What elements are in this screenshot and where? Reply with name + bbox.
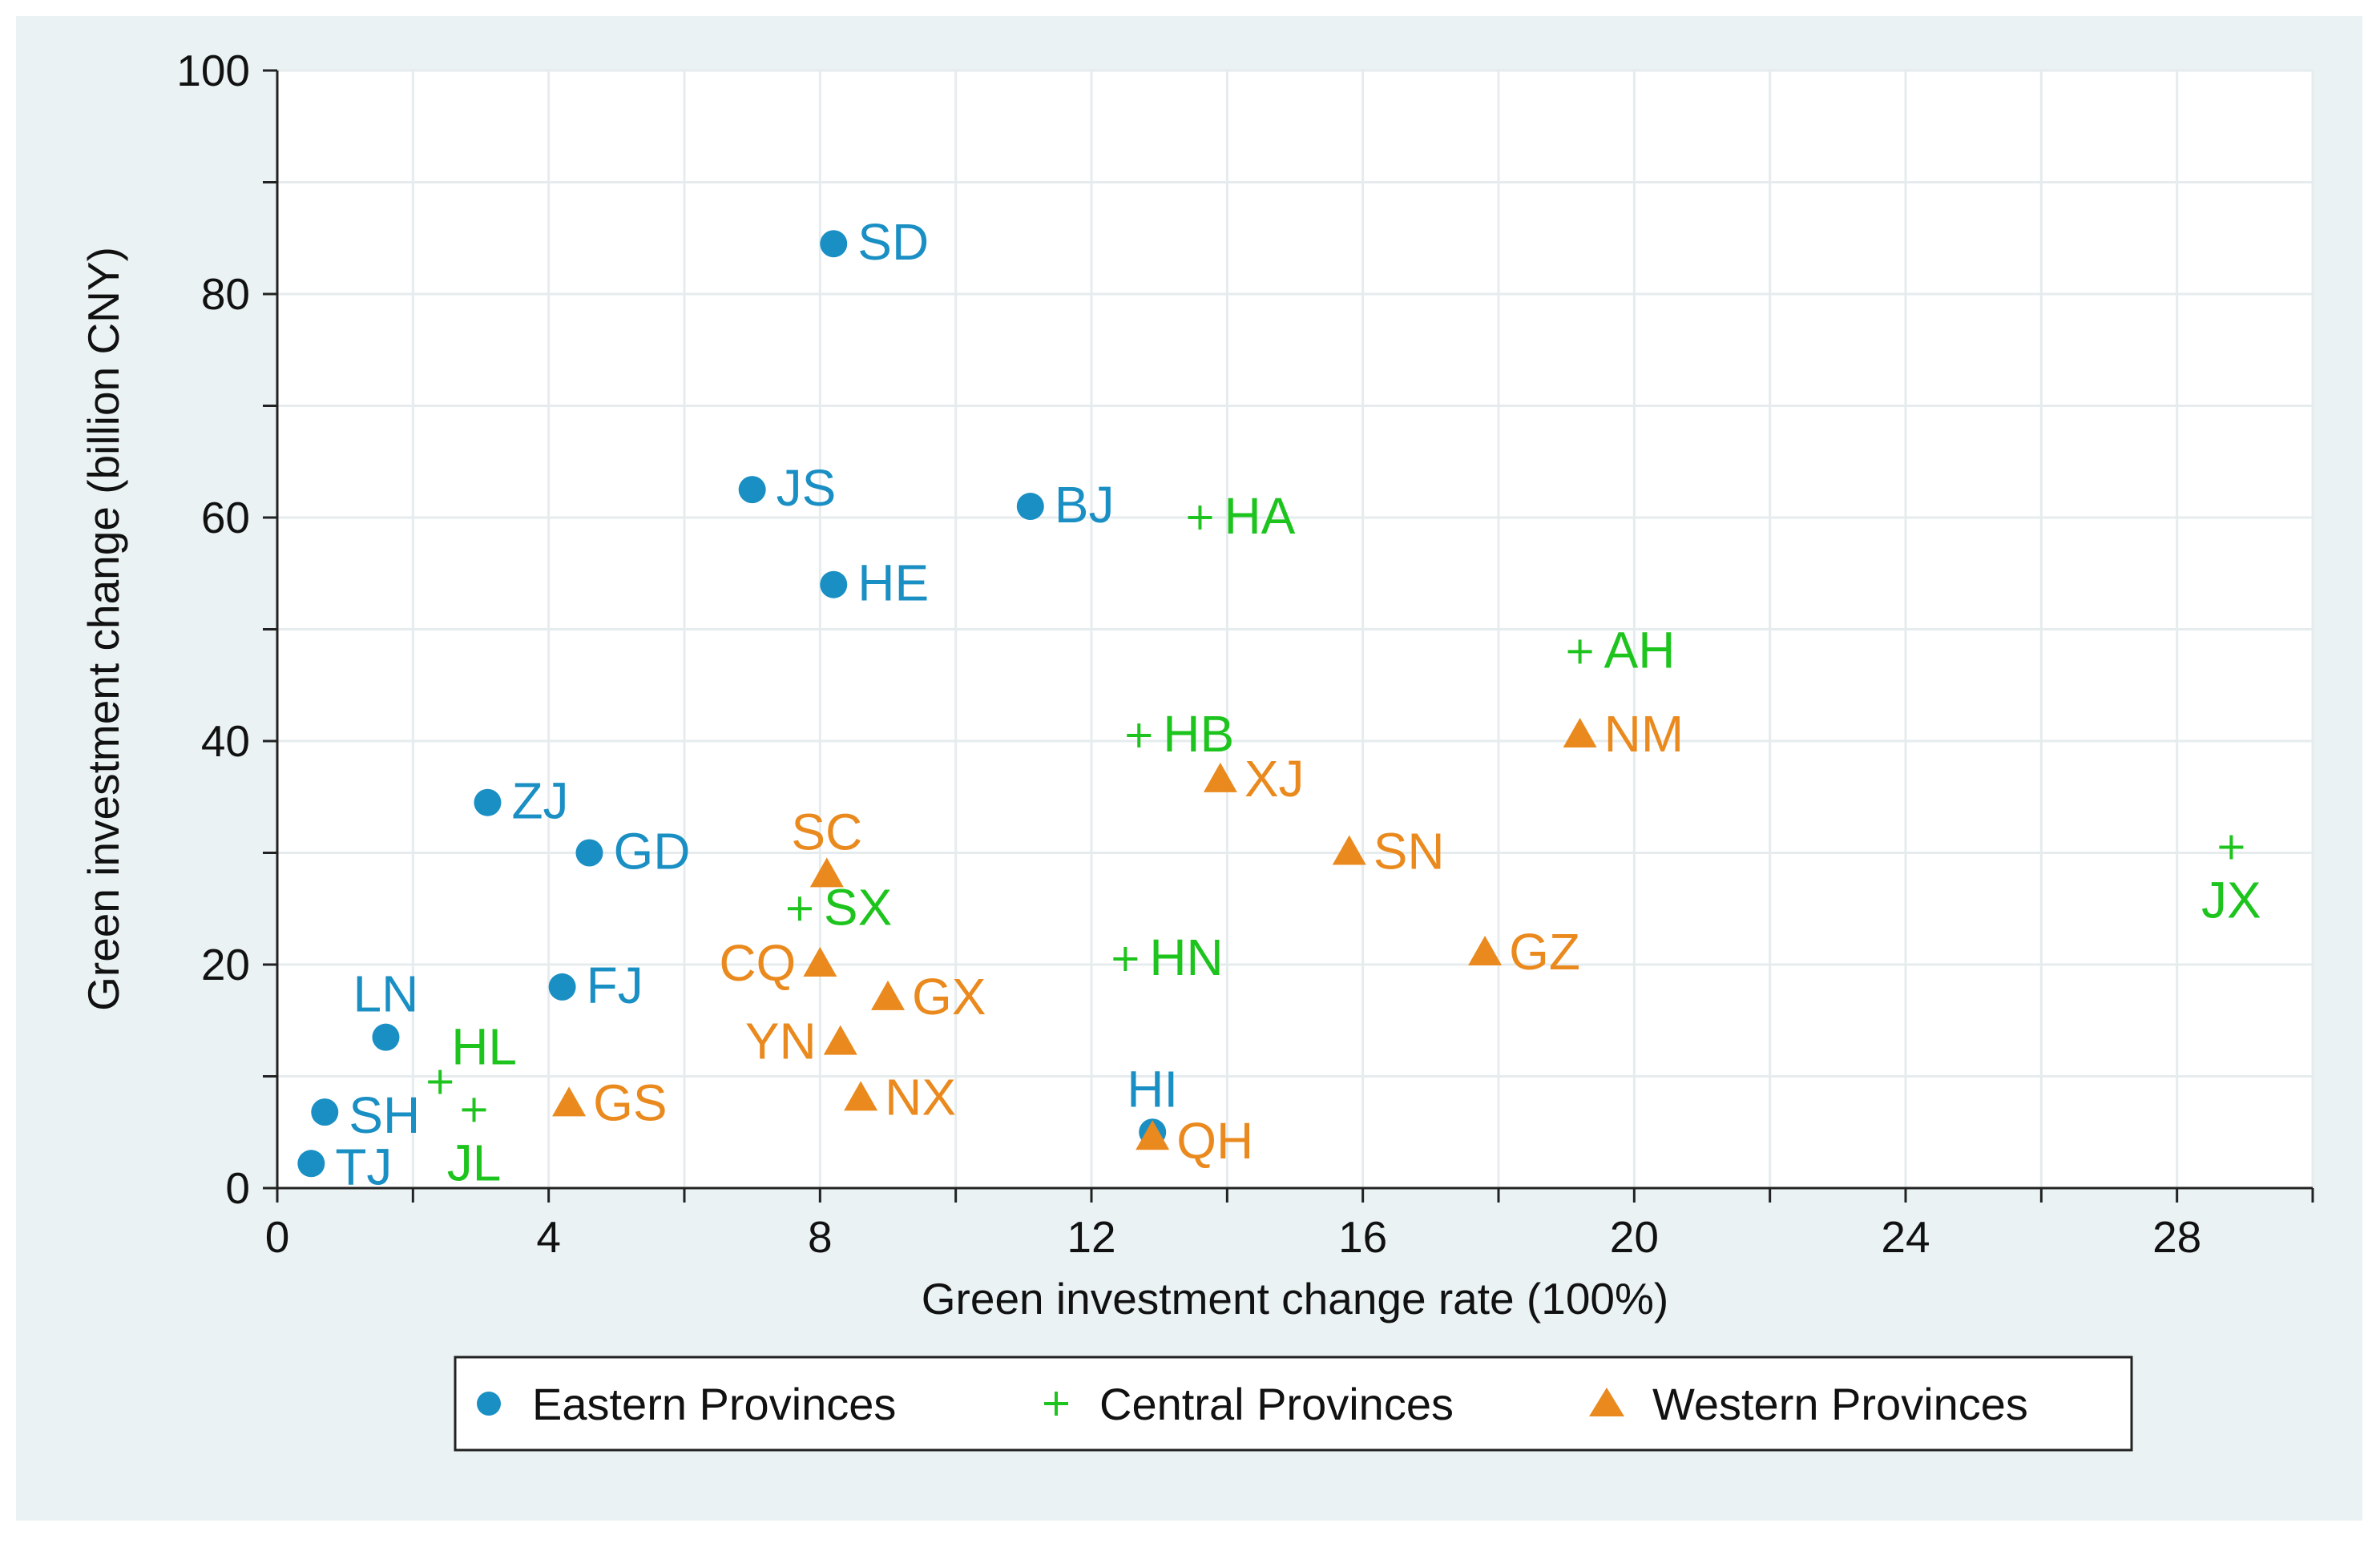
x-tick-label: 12 [1067, 1212, 1115, 1262]
point-HN [1113, 947, 1138, 972]
point-label-TJ: TJ [335, 1138, 392, 1195]
point-GZ [1468, 936, 1503, 966]
point-GD [575, 839, 603, 867]
x-tick-label: 20 [1610, 1212, 1659, 1262]
legend: Eastern Provinces Central Provinces West… [454, 1356, 2133, 1452]
x-tick-label: 24 [1881, 1212, 1930, 1262]
point-ZJ [474, 788, 502, 816]
point-label-GD: GD [613, 823, 690, 880]
point-GX [871, 980, 905, 1010]
x-tick-label: 28 [2152, 1212, 2201, 1262]
point-SD [820, 230, 848, 258]
point-HE [820, 570, 848, 598]
point-JS [738, 476, 766, 504]
point-label-YN: YN [745, 1013, 817, 1070]
point-HL [428, 1070, 453, 1094]
y-tick-label: 0 [225, 1163, 250, 1213]
point-label-GS: GS [593, 1074, 667, 1131]
point-label-ZJ: ZJ [511, 772, 568, 830]
point-label-JX: JX [2201, 872, 2261, 929]
legend-marker-central [1044, 1392, 1068, 1416]
point-JL [462, 1098, 486, 1122]
point-label-JS: JS [777, 459, 837, 517]
y-tick-label: 20 [201, 940, 250, 989]
point-JX [2219, 835, 2244, 860]
point-label-HI: HI [1127, 1060, 1178, 1118]
point-SH [311, 1098, 339, 1126]
point-NX [844, 1081, 878, 1111]
point-FJ [548, 973, 576, 1001]
y-tick-label: 40 [201, 716, 250, 766]
legend-marker-western [1589, 1388, 1624, 1416]
point-CQ [803, 947, 837, 977]
legend-marker-eastern [477, 1392, 501, 1416]
point-QH [1136, 1120, 1170, 1150]
point-SN [1332, 835, 1366, 865]
point-label-AH: AH [1604, 621, 1676, 679]
point-GS [552, 1086, 587, 1117]
point-label-BJ: BJ [1055, 476, 1115, 534]
x-tick-label: 8 [808, 1212, 833, 1262]
point-label-XJ: XJ [1244, 750, 1305, 808]
point-label-SC: SC [791, 803, 862, 860]
point-SX [787, 896, 812, 921]
legend-label-western: Western Provinces [1652, 1379, 2028, 1429]
axis-ticks: 0 4 8 12 16 20 24 28 0 20 40 60 80 100 [176, 46, 2314, 1262]
point-SC [809, 857, 844, 888]
point-label-GX: GX [912, 968, 986, 1025]
point-label-QH: QH [1176, 1112, 1253, 1170]
x-axis-title: Green investment change rate (100%) [922, 1274, 1668, 1323]
legend-box [454, 1356, 2133, 1452]
y-tick-label: 60 [201, 493, 250, 542]
point-TJ [297, 1150, 325, 1178]
x-tick-label: 16 [1338, 1212, 1387, 1262]
point-YN [823, 1025, 857, 1055]
legend-label-central: Central Provinces [1099, 1379, 1454, 1429]
point-label-HN: HN [1149, 929, 1223, 986]
point-label-SH: SH [349, 1086, 420, 1144]
point-HB [1127, 723, 1152, 748]
legend-label-eastern: Eastern Provinces [532, 1379, 896, 1429]
x-tick-label: 0 [265, 1212, 290, 1262]
point-XJ [1203, 762, 1237, 792]
point-label-SD: SD [857, 213, 929, 271]
point-label-HE: HE [857, 554, 929, 612]
point-label-SX: SX [824, 878, 892, 936]
point-label-HB: HB [1163, 705, 1234, 763]
y-axis-title: Green investment change (billion CNY) [79, 247, 128, 1011]
point-label-HL: HL [451, 1017, 517, 1075]
point-label-JL: JL [447, 1134, 502, 1191]
point-label-HA: HA [1224, 487, 1295, 545]
point-label-GZ: GZ [1509, 923, 1580, 981]
point-label-NM: NM [1604, 705, 1684, 763]
gridlines [277, 69, 2314, 1188]
x-tick-label: 4 [536, 1212, 561, 1262]
point-label-LN: LN [353, 965, 419, 1023]
point-label-FJ: FJ [587, 957, 643, 1014]
point-LN [372, 1023, 400, 1051]
point-AH [1567, 639, 1592, 664]
point-label-SN: SN [1374, 823, 1445, 880]
point-BJ [1016, 493, 1044, 521]
y-tick-label: 80 [201, 269, 250, 319]
point-label-NX: NX [885, 1068, 956, 1126]
point-HA [1188, 506, 1212, 530]
point-label-CQ: CQ [719, 934, 796, 992]
y-tick-label: 100 [176, 46, 250, 95]
point-NM [1563, 718, 1597, 748]
